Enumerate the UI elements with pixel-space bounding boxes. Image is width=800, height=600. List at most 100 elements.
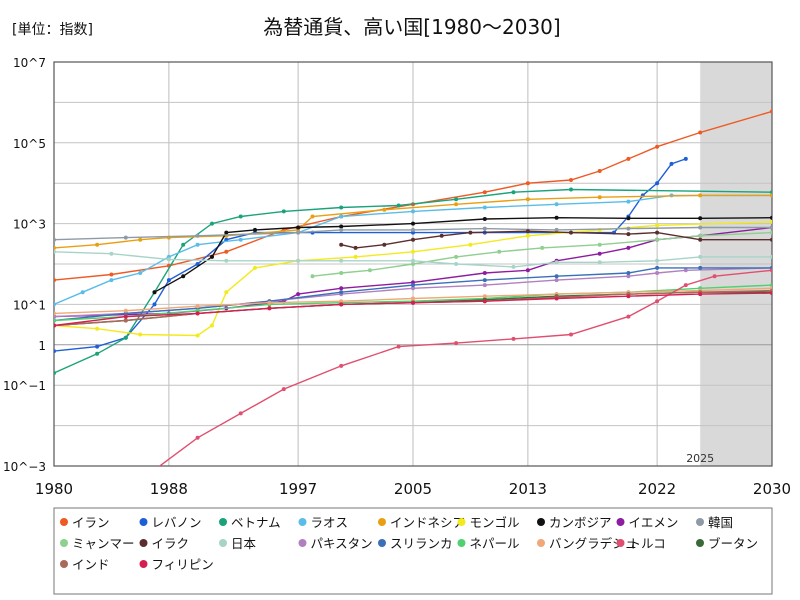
data-point	[267, 300, 272, 305]
data-point	[123, 314, 128, 319]
data-point	[109, 251, 114, 256]
data-point	[267, 306, 272, 311]
legend-label: バングラデシュ	[549, 536, 637, 551]
data-point	[770, 291, 772, 296]
data-point	[195, 435, 200, 440]
data-point	[597, 251, 602, 256]
legend-marker	[696, 518, 704, 526]
series-line	[341, 230, 772, 249]
data-point	[468, 230, 473, 235]
legend-label: スリランカ	[390, 536, 453, 551]
data-point	[54, 311, 56, 316]
unit-label: [単位：指数]	[12, 22, 93, 38]
data-point	[554, 296, 559, 301]
data-point	[698, 265, 703, 270]
legend-label: インド	[72, 557, 110, 572]
data-point	[123, 318, 128, 323]
data-point	[181, 274, 186, 279]
data-point	[770, 109, 772, 114]
data-point	[195, 311, 200, 316]
legend-label: レバノン	[152, 515, 202, 530]
data-point	[80, 290, 85, 295]
data-point	[655, 230, 660, 235]
data-point	[597, 195, 602, 200]
data-point	[411, 283, 415, 288]
data-point	[411, 221, 415, 226]
legend-label: モンゴル	[470, 515, 520, 530]
data-point	[770, 215, 772, 220]
data-point	[54, 318, 56, 323]
data-point	[626, 232, 631, 237]
data-point	[339, 286, 344, 291]
data-point	[669, 161, 674, 166]
legend-marker	[537, 539, 545, 547]
data-point	[554, 215, 559, 220]
legend-marker	[219, 539, 227, 547]
data-point	[698, 216, 703, 221]
data-point	[123, 308, 128, 313]
data-point	[411, 227, 415, 232]
data-point	[454, 341, 459, 346]
data-point	[138, 237, 143, 242]
data-point	[439, 233, 444, 238]
x-tick-label: 1988	[150, 480, 188, 498]
data-point	[54, 349, 56, 354]
data-point	[166, 278, 171, 283]
data-point	[626, 314, 631, 319]
legend-label: 韓国	[708, 515, 733, 530]
data-point	[367, 268, 372, 273]
data-point	[454, 202, 459, 207]
x-tick-label: 2022	[638, 480, 676, 498]
data-point	[339, 224, 344, 229]
data-point	[655, 271, 660, 275]
data-point	[339, 290, 344, 295]
data-point	[238, 214, 243, 219]
data-point	[411, 262, 415, 266]
data-point	[525, 229, 530, 234]
data-point	[353, 245, 358, 250]
data-point	[166, 257, 171, 262]
data-point	[626, 294, 631, 299]
legend-box	[53, 507, 773, 595]
legend-marker	[616, 539, 625, 547]
data-point	[339, 227, 344, 232]
legend-marker	[696, 539, 704, 547]
data-point	[152, 290, 157, 295]
data-point	[683, 268, 688, 273]
data-point	[153, 468, 157, 472]
data-point	[569, 332, 573, 337]
data-point	[411, 237, 415, 242]
y-tick-label: 10^7	[13, 56, 46, 70]
data-point	[511, 190, 516, 195]
data-point	[152, 302, 157, 307]
x-tick-label: 2013	[509, 480, 547, 498]
legend-label: イエメン	[629, 515, 679, 530]
data-point	[109, 272, 114, 277]
data-point	[698, 292, 703, 297]
data-point	[411, 249, 415, 254]
data-point	[770, 254, 772, 259]
data-point	[339, 302, 344, 307]
data-point	[123, 335, 128, 340]
data-point	[95, 351, 100, 356]
data-point	[468, 242, 473, 247]
data-point	[339, 258, 344, 263]
legend-label: ベトナム	[231, 515, 281, 530]
data-point	[181, 242, 186, 247]
data-point	[210, 221, 214, 226]
data-point	[482, 190, 487, 195]
y-tick-label: 1	[38, 339, 46, 353]
data-point	[655, 299, 660, 304]
data-point	[554, 227, 559, 232]
legend-label: インドネシア	[390, 515, 465, 530]
data-point	[569, 178, 573, 182]
data-point	[411, 258, 415, 263]
data-point	[597, 169, 602, 173]
data-point	[454, 254, 459, 259]
y-tick-label: 10^−1	[3, 379, 46, 393]
data-point	[554, 260, 559, 265]
data-point	[224, 230, 229, 235]
data-point	[655, 223, 660, 228]
